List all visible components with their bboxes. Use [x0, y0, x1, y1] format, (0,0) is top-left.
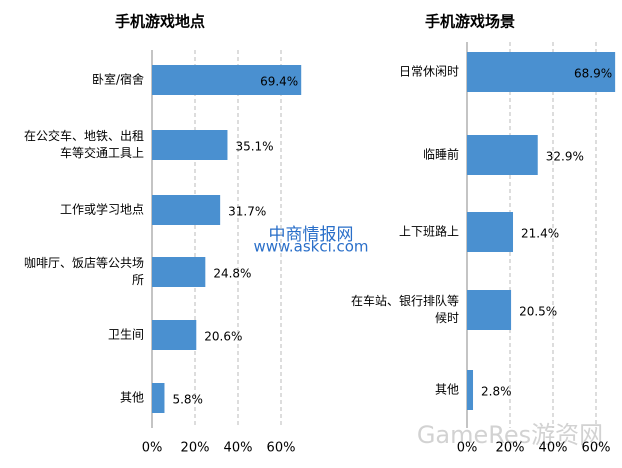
x-tick-label: 20%	[181, 441, 210, 456]
bar	[152, 130, 228, 160]
category-label: 其他	[119, 390, 144, 405]
bar	[467, 135, 538, 175]
category-label: 其他	[434, 382, 459, 397]
bar	[152, 195, 221, 225]
bar	[467, 370, 474, 410]
category-label: 咖啡厅、饭店等公共场所	[23, 256, 144, 287]
category-label: 临睡前	[422, 147, 459, 162]
bar	[467, 212, 514, 252]
value-label: 20.5%	[519, 305, 557, 319]
x-tick-label: 20%	[496, 441, 525, 456]
value-label: 2.8%	[481, 385, 512, 399]
value-label: 21.4%	[521, 227, 559, 241]
category-label: 卧室/宿舍	[91, 72, 144, 87]
category-label: 卫生间	[107, 327, 144, 342]
bar	[152, 383, 165, 413]
category-label: 日常休闲时	[398, 64, 459, 79]
value-label: 35.1%	[235, 140, 273, 154]
bar	[152, 65, 302, 95]
bar	[467, 52, 616, 92]
category-label: 在公交车、地铁、出租车等交通工具上	[23, 129, 144, 160]
value-label: 32.9%	[546, 150, 584, 164]
x-tick-label: 60%	[582, 441, 611, 456]
x-tick-label: 0%	[457, 441, 478, 456]
value-label: 68.9%	[574, 67, 612, 81]
x-tick-label: 0%	[142, 441, 163, 456]
chart-title: 手机游戏地点	[115, 13, 205, 31]
value-label: 24.8%	[213, 267, 251, 281]
bar	[467, 290, 512, 330]
value-label: 20.6%	[204, 330, 242, 344]
category-label: 工作或学习地点	[59, 202, 144, 217]
value-label: 31.7%	[228, 205, 266, 219]
value-label: 5.8%	[172, 393, 203, 407]
category-label: 上下班路上	[398, 224, 459, 239]
value-label: 69.4%	[260, 75, 298, 89]
chart-title: 手机游戏场景	[425, 13, 515, 31]
x-tick-label: 60%	[267, 441, 296, 456]
x-tick-label: 40%	[539, 441, 568, 456]
x-tick-label: 40%	[224, 441, 253, 456]
watermark: 中商情报网	[269, 225, 354, 245]
watermark: GameRes游资网	[417, 421, 603, 449]
bar	[152, 257, 206, 287]
watermark: www.askci.com	[253, 238, 368, 256]
category-label: 在车站、银行排队等候时	[350, 294, 459, 325]
bar	[152, 320, 197, 350]
